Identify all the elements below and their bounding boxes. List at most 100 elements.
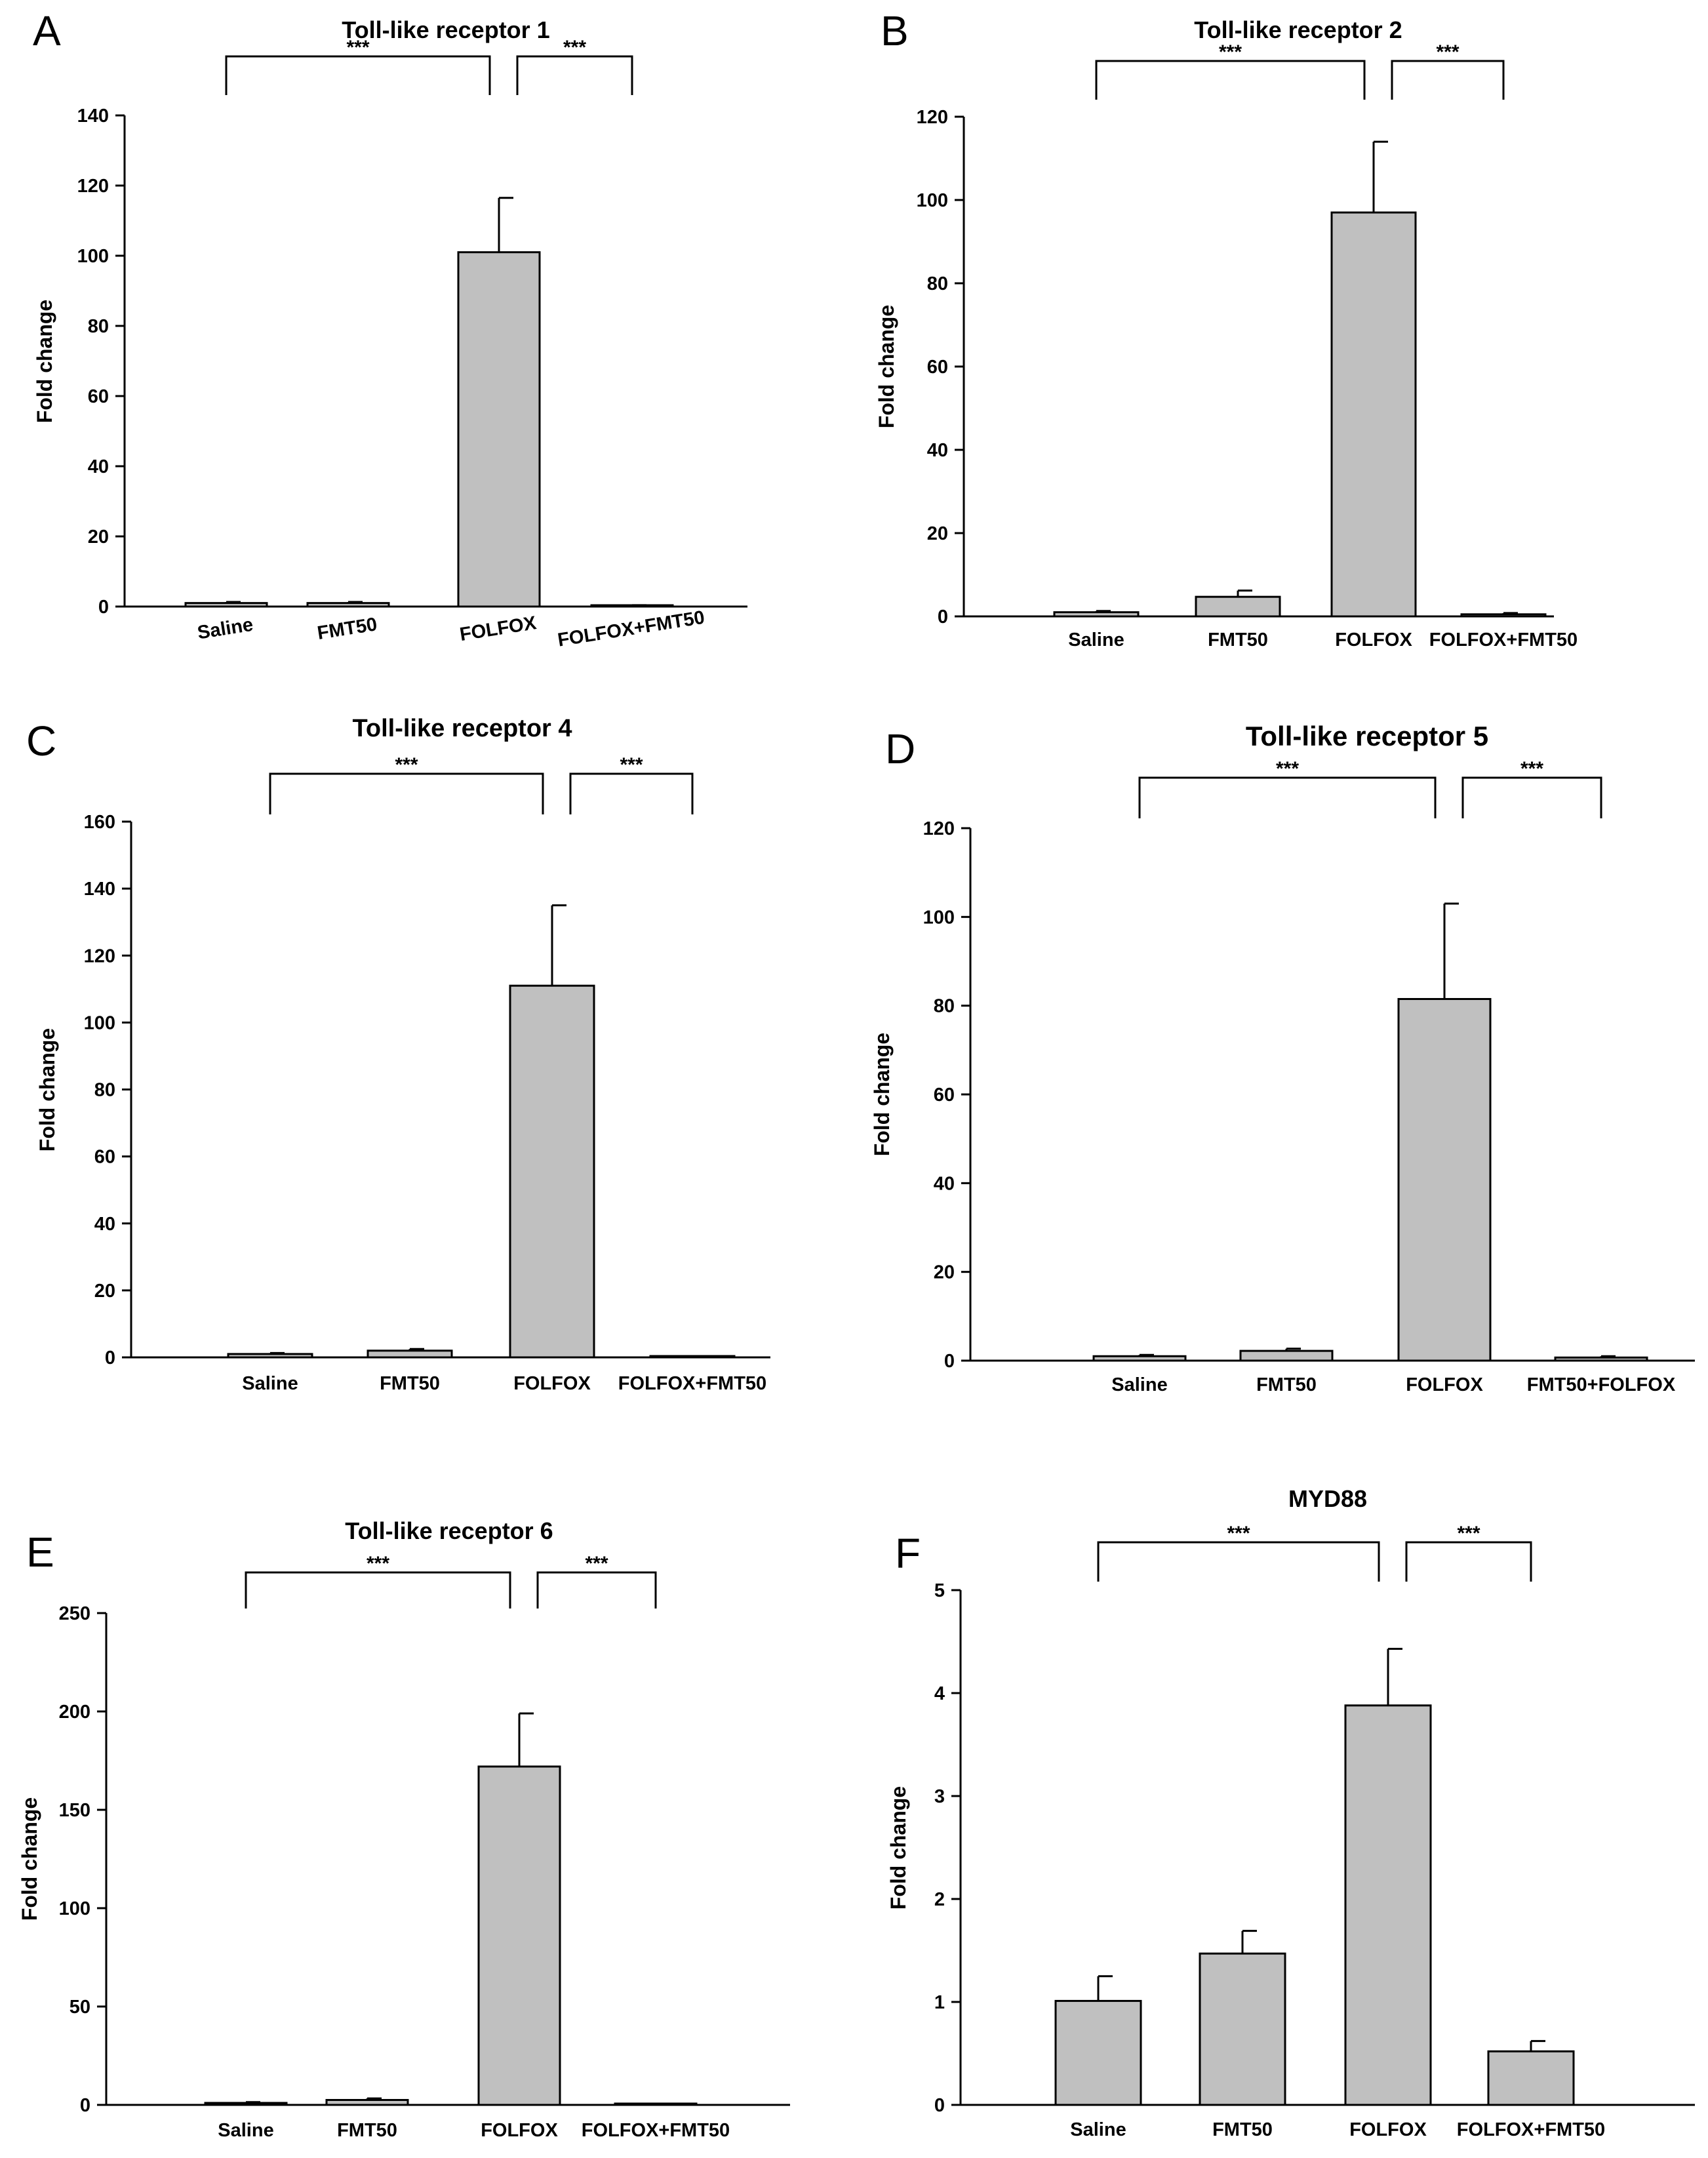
y-tick-label: 0 [934, 2095, 945, 2116]
y-tick-label: 50 [70, 1997, 90, 2018]
significance-bracket [536, 1571, 657, 1609]
panel-letter-b: B [881, 7, 909, 54]
significance-label: *** [1227, 1523, 1250, 1544]
bar [1054, 1999, 1142, 2106]
significance-label: *** [1457, 1523, 1480, 1544]
panel-letter-c: C [26, 717, 57, 765]
category-label: Saline [1111, 1374, 1167, 1395]
y-tick-label: 100 [59, 1898, 90, 1919]
category-label: FMT50 [1256, 1374, 1317, 1395]
category-label: FMT50 [1212, 2119, 1273, 2140]
bar [1199, 1952, 1286, 2106]
y-tick-label: 120 [84, 946, 115, 967]
bar [1344, 1704, 1432, 2106]
chart-title-b: Toll-like receptor 2 [1194, 16, 1402, 43]
category-label: FOLFOX [481, 2120, 558, 2141]
category-label: Saline [242, 1373, 298, 1394]
y-tick-label: 40 [94, 1214, 115, 1235]
y-tick-label: 120 [923, 818, 955, 839]
category-label: FOLFOX+FMT50 [1429, 629, 1578, 650]
significance-bracket [1461, 776, 1602, 818]
chart-title-c: Toll-like receptor 4 [352, 715, 572, 742]
category-label: Saline [1068, 629, 1124, 650]
y-tick-label: 40 [927, 440, 948, 461]
significance-label: *** [1436, 41, 1459, 63]
significance-bracket [1391, 60, 1505, 100]
category-label: FOLFOX [1349, 2119, 1427, 2140]
chart-title-d: Toll-like receptor 5 [1245, 721, 1489, 751]
significance-bracket [1138, 776, 1437, 818]
y-tick-label: 0 [938, 607, 948, 628]
category-label: FOLFOX+FMT50 [582, 2120, 730, 2141]
y-tick-label: 100 [77, 246, 109, 267]
y-tick-label: 120 [77, 176, 109, 197]
y-tick-label: 120 [917, 107, 948, 128]
category-label: FOLFOX+FMT50 [618, 1373, 766, 1394]
category-label: FMT50 [337, 2120, 397, 2141]
bar [1397, 998, 1492, 1362]
category-label: FOLFOX [1406, 1374, 1483, 1395]
y-tick-label: 160 [84, 812, 115, 833]
category-label: FMT50 [380, 1373, 440, 1394]
panel-letter-e: E [26, 1529, 54, 1576]
y-tick-label: 80 [927, 273, 948, 294]
y-tick-label: 0 [80, 2095, 90, 2116]
panel-letter-f: F [895, 1530, 921, 1577]
category-label: Saline [1070, 2119, 1126, 2140]
category-label: FMT50+FOLFOX [1527, 1374, 1676, 1395]
significance-bracket [516, 55, 633, 95]
y-tick-label: 1 [934, 1992, 945, 2013]
significance-label: *** [346, 37, 369, 58]
significance-label: *** [620, 754, 643, 776]
significance-bracket [1405, 1541, 1532, 1582]
category-label: FOLFOX [1335, 629, 1412, 650]
y-tick-label: 60 [934, 1085, 955, 1106]
category-label: Saline [218, 2120, 273, 2141]
panel-letter-a: A [33, 7, 61, 54]
y-tick-label: 20 [94, 1281, 115, 1302]
y-tick-label: 5 [934, 1580, 945, 1601]
y-tick-label: 60 [88, 386, 109, 407]
significance-label: *** [1219, 41, 1242, 63]
y-tick-label: 200 [59, 1702, 90, 1723]
y-tick-label: 0 [105, 1348, 115, 1369]
y-tick-label: 20 [934, 1262, 955, 1283]
y-tick-label: 80 [94, 1080, 115, 1101]
significance-bracket [269, 772, 544, 814]
y-tick-label: 250 [59, 1603, 90, 1624]
y-tick-label: 0 [944, 1351, 955, 1372]
category-label: FMT50 [1208, 629, 1268, 650]
y-tick-label: 60 [927, 357, 948, 378]
significance-bracket [1095, 60, 1366, 100]
y-tick-label: 20 [927, 523, 948, 544]
y-tick-label: 4 [934, 1683, 945, 1704]
category-label: FOLFOX [513, 1373, 591, 1394]
chart-title-a: Toll-like receptor 1 [342, 16, 550, 43]
significance-label: *** [1520, 758, 1543, 780]
y-tick-label: 100 [923, 907, 955, 928]
y-tick-label: 80 [88, 316, 109, 337]
y-tick-label: 100 [917, 190, 948, 211]
significance-label: *** [563, 37, 586, 58]
y-tick-label: 140 [84, 879, 115, 900]
significance-bracket [1097, 1541, 1380, 1582]
significance-bracket [569, 772, 694, 814]
y-tick-label: 3 [934, 1786, 945, 1807]
y-tick-label: 0 [98, 597, 109, 618]
significance-label: *** [395, 754, 418, 776]
y-tick-label: 60 [94, 1147, 115, 1168]
y-tick-label: 20 [88, 527, 109, 548]
significance-label: *** [585, 1553, 608, 1574]
chart-title-e: Toll-like receptor 6 [345, 1517, 553, 1544]
significance-label: *** [367, 1553, 389, 1574]
